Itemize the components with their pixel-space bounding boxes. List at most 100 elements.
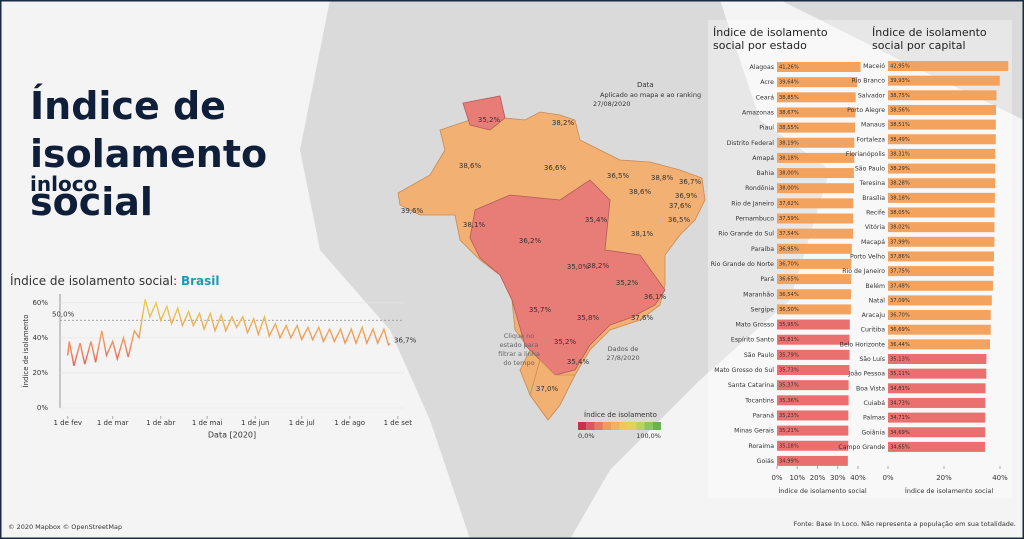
credits: © 2020 Mapbox © OpenStreetMap: [8, 523, 122, 531]
bar: [888, 339, 991, 350]
category-label: Rio de Janeiro: [731, 200, 774, 207]
x-tick-label: 1 de mai: [192, 419, 223, 427]
value-label: 35,36%: [779, 398, 799, 404]
bar: [777, 365, 850, 375]
x-tick-label: 30%: [830, 474, 846, 482]
data-date: Dados de 27/8/2020: [606, 345, 640, 362]
value-label: 37,62%: [779, 201, 799, 207]
region-roraima[interactable]: [462, 95, 506, 131]
category-label: Porto Alegre: [847, 107, 885, 114]
category-label: Boa Vista: [856, 385, 885, 392]
category-label: Porto Velho: [850, 253, 885, 260]
bar: [777, 258, 852, 269]
value-label: 34,99%: [779, 458, 799, 464]
region-label: 35,4%: [567, 358, 590, 366]
value-label: 35,18%: [779, 443, 799, 449]
value-label: 35,73%: [779, 368, 799, 374]
value-label: 37,54%: [779, 231, 799, 237]
value-label: 38,19%: [779, 140, 799, 146]
bar: [888, 368, 987, 379]
value-label: 37,75%: [890, 269, 910, 275]
legend-title: Índice de isolamento: [584, 410, 657, 419]
value-label: 38,67%: [779, 110, 799, 116]
region-red[interactable]: [469, 179, 666, 376]
bar: [888, 178, 996, 189]
line-title: Índice de isolamento social: Brasil: [10, 273, 219, 288]
category-label: Goiás: [757, 457, 774, 465]
region-label: 36,7%: [679, 178, 702, 186]
category-label: Mato Grosso: [735, 322, 774, 329]
region-label: 38,6%: [459, 162, 482, 170]
x-axis-label: Índice de isolamento social: [905, 486, 994, 495]
legend-swatch: [652, 422, 661, 430]
hint-box: Clique no estado para filtrar a linha do…: [498, 332, 540, 367]
category-label: Belém: [865, 282, 885, 290]
region-label: 35,4%: [585, 216, 608, 224]
date-value: 27/08/2020: [593, 100, 630, 108]
value-label: 36,95%: [779, 246, 799, 252]
value-label: 36,44%: [890, 342, 910, 348]
end-label: 36,7%: [394, 337, 417, 345]
y-axis-label: Índice de isolamento: [21, 315, 30, 388]
value-label: 38,00%: [779, 171, 799, 177]
category-label: Vitória: [865, 223, 885, 231]
title-highlight: Brasil: [181, 274, 220, 288]
x-axis-label: Índice de isolamento social: [778, 486, 867, 495]
value-label: 35,11%: [890, 371, 910, 377]
bar: [888, 251, 995, 262]
x-tick-label: 1 de set: [384, 419, 413, 427]
category-label: Minas Gerais: [734, 428, 774, 435]
bar: [888, 383, 986, 394]
bar: [888, 192, 995, 203]
legend-swatch: [594, 422, 603, 430]
value-label: 41,26%: [779, 65, 799, 71]
legend-swatch: [619, 422, 628, 430]
x-tick-label: 0%: [771, 474, 782, 482]
bar: [777, 289, 851, 300]
region-rs[interactable]: [529, 359, 576, 421]
category-label: Natal: [869, 297, 886, 304]
region-label: 37,6%: [631, 314, 654, 322]
category-label: Roraima: [748, 443, 774, 450]
category-label: Fortaleza: [857, 136, 886, 143]
x-tick-label: 10%: [789, 474, 805, 482]
region-label: 38,1%: [463, 221, 486, 229]
category-label: Macapá: [861, 238, 885, 246]
region-label: 36,9%: [675, 192, 698, 200]
value-label: 39,93%: [890, 78, 910, 84]
region-label: 35,2%: [554, 338, 577, 346]
value-label: 36,50%: [779, 307, 799, 313]
category-label: Brasília: [862, 194, 885, 202]
click-hint: Clique no estado para filtrar a linha do…: [498, 332, 540, 367]
category-label: Rio de Janeiro: [842, 268, 885, 275]
category-label: Bahia: [757, 170, 775, 177]
region-label: 35,7%: [529, 306, 552, 314]
bar: [888, 148, 996, 159]
region-label: 36,6%: [544, 164, 567, 172]
bar: [888, 295, 992, 306]
x-tick-label: 20%: [936, 474, 952, 482]
region-label: 38,1%: [631, 230, 654, 238]
value-label: 36,69%: [890, 327, 910, 333]
legend-min: 0,0%: [578, 432, 595, 440]
y-tick-label: 20%: [32, 369, 48, 377]
value-label: 38,00%: [779, 186, 799, 192]
category-label: Curitiba: [861, 327, 886, 334]
category-label: São Paulo: [744, 352, 774, 359]
bar: [888, 310, 991, 321]
region-label: 38,8%: [651, 174, 674, 182]
x-tick-label: 20%: [810, 474, 826, 482]
value-label: 34,81%: [890, 386, 910, 392]
value-label: 38,75%: [890, 93, 910, 99]
x-tick-label: 1 de jul: [289, 419, 315, 427]
category-label: Maceió: [863, 62, 885, 70]
map[interactable]: 35,2% 38,2% 38,6% 36,6% 36,5% 38,8% 36,7% 38,6%…: [397, 95, 706, 421]
region-label: 39,6%: [401, 207, 424, 215]
bar: [777, 198, 854, 209]
x-tick-label: 40%: [992, 474, 1008, 482]
region-label: 37,6%: [669, 202, 692, 210]
bar: [888, 236, 995, 247]
legend-swatch: [611, 422, 620, 430]
y-tick-label: 60%: [32, 299, 48, 307]
